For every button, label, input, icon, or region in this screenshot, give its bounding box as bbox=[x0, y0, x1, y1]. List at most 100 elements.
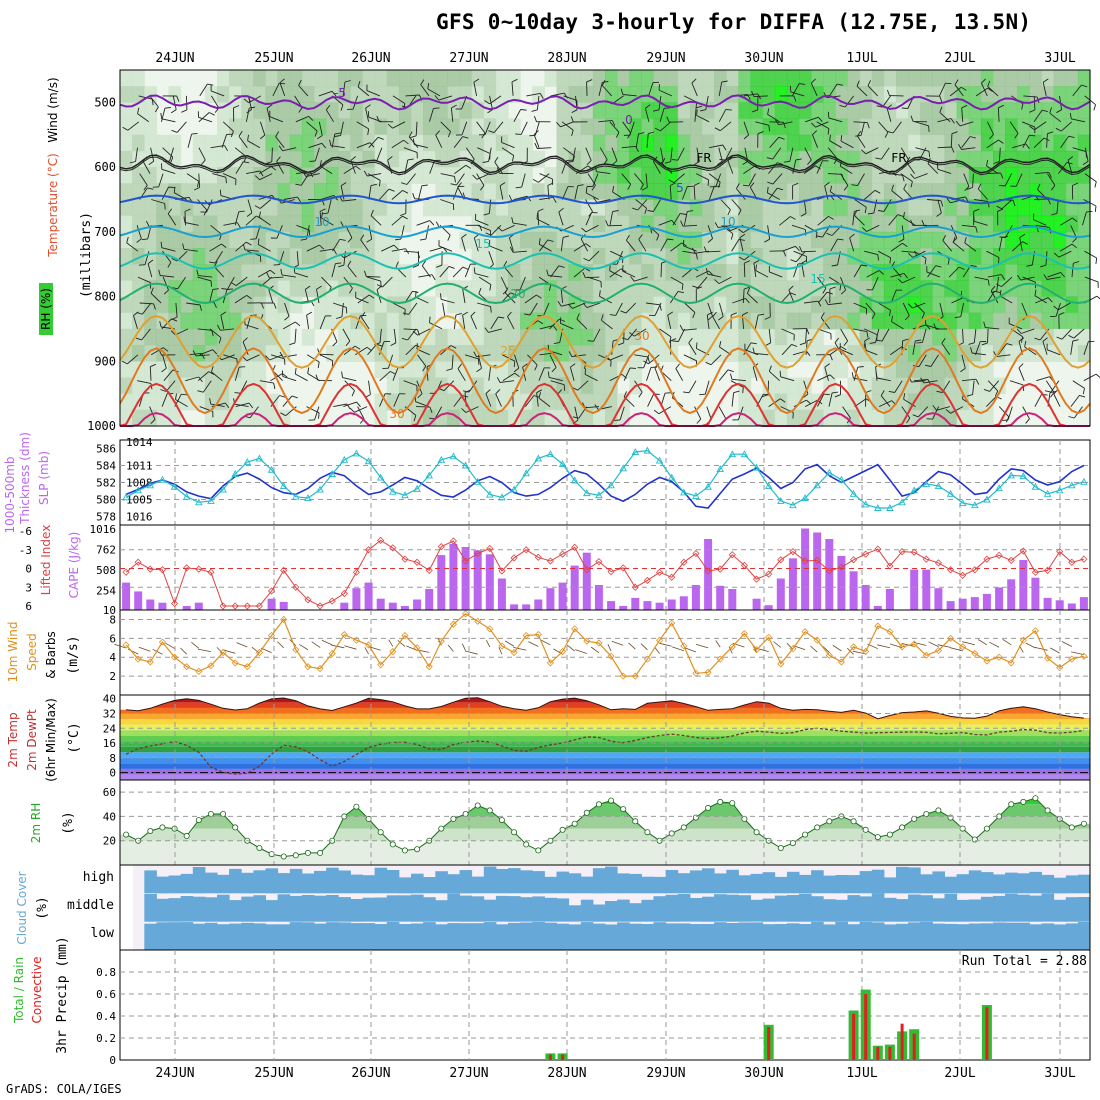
rh-cell bbox=[156, 393, 170, 411]
wind-barb-flag bbox=[691, 78, 697, 84]
slp-marker bbox=[413, 484, 421, 492]
wind-barb-flag bbox=[810, 78, 816, 84]
cloud-cell bbox=[180, 922, 194, 950]
rh-cell bbox=[908, 199, 921, 217]
wind-barb bbox=[682, 328, 697, 331]
wind-barb bbox=[653, 199, 661, 212]
slp-marker bbox=[461, 461, 470, 469]
rh-cell bbox=[483, 312, 497, 330]
wind-barb bbox=[539, 325, 554, 330]
wind-barb-flag bbox=[1043, 274, 1048, 280]
wind-barb bbox=[1046, 349, 1061, 356]
wind-barb bbox=[1083, 341, 1089, 355]
rh-cell bbox=[520, 199, 533, 217]
wind-barb bbox=[840, 165, 853, 174]
rh-cell bbox=[968, 86, 982, 103]
wind-barb-flag bbox=[668, 179, 675, 184]
wind-barb-flag bbox=[203, 209, 208, 216]
wind-barb-flag bbox=[743, 134, 749, 140]
rh-cell bbox=[447, 296, 461, 314]
rh-cell bbox=[629, 118, 642, 136]
cape-bar bbox=[970, 597, 979, 610]
rh-cell bbox=[883, 86, 897, 103]
wind-barb-flag bbox=[297, 196, 302, 203]
wind-barb-flag bbox=[667, 311, 674, 316]
rh-cell bbox=[423, 118, 436, 136]
li-marker bbox=[267, 587, 276, 595]
rh-cell bbox=[811, 183, 824, 201]
temp-panel bbox=[120, 695, 1090, 780]
wind-barb-flag bbox=[585, 243, 591, 248]
rh-cell bbox=[835, 134, 849, 152]
cloud-cell bbox=[447, 923, 460, 950]
rh-cell bbox=[386, 377, 400, 395]
wind-barb-flag bbox=[994, 390, 999, 397]
rh-cell bbox=[932, 328, 946, 346]
wind-barb-flag bbox=[220, 311, 227, 316]
rh-cell bbox=[847, 118, 861, 136]
wind-barb-flag bbox=[1095, 373, 1100, 378]
wind-barb-flag bbox=[305, 285, 311, 290]
cloud-cell bbox=[629, 873, 642, 894]
cloud-cell bbox=[277, 924, 291, 950]
rh-cell bbox=[144, 296, 157, 314]
wind-barb bbox=[158, 173, 164, 188]
rh-cell bbox=[629, 215, 642, 233]
wind-barb bbox=[211, 95, 220, 109]
rh-cell bbox=[920, 134, 933, 152]
rh-cell bbox=[326, 183, 339, 201]
wind-barb bbox=[501, 141, 515, 149]
wind-barb-flag bbox=[567, 303, 573, 309]
wind-barb bbox=[950, 406, 964, 414]
wind-barb-flag bbox=[250, 238, 257, 240]
rh-cell bbox=[920, 118, 933, 136]
rh-marker bbox=[777, 845, 784, 852]
cloud-cell bbox=[823, 924, 836, 950]
rh-cell bbox=[1005, 70, 1018, 87]
rh-cell bbox=[920, 199, 933, 217]
rh-cell bbox=[156, 199, 170, 217]
temp-tick: 24 bbox=[103, 722, 117, 735]
cape-bar bbox=[582, 552, 591, 610]
wind-barb-flag bbox=[766, 186, 769, 193]
rh-cell bbox=[702, 118, 715, 136]
rh-cell bbox=[144, 199, 157, 217]
rh-cell bbox=[665, 86, 679, 103]
wind-barb bbox=[139, 173, 148, 186]
rh-cell bbox=[508, 312, 521, 330]
wind-barb-flag bbox=[975, 378, 980, 385]
rh-cell bbox=[471, 361, 485, 379]
rh-cell bbox=[289, 280, 303, 298]
wind-barb-flag bbox=[932, 405, 937, 411]
rh-cell bbox=[932, 183, 946, 201]
wind-barb-flag bbox=[692, 285, 699, 289]
cloud-cell bbox=[1077, 897, 1091, 922]
rh-cell bbox=[265, 231, 279, 249]
rh-cell bbox=[241, 167, 254, 184]
wind-barb bbox=[964, 242, 977, 252]
rh-cell bbox=[338, 134, 351, 152]
wind-barb-flag bbox=[975, 226, 978, 233]
cloud-cell bbox=[544, 922, 557, 950]
slp-marker bbox=[716, 465, 724, 472]
wind-barb-flag bbox=[572, 416, 579, 419]
rh-cell bbox=[120, 215, 133, 233]
wind-barb-flag bbox=[977, 183, 982, 190]
rh-cell bbox=[932, 215, 946, 233]
wind-barb-flag bbox=[408, 131, 413, 138]
rh-marker bbox=[1068, 824, 1075, 831]
rh-cell bbox=[495, 409, 509, 427]
wind-barb bbox=[853, 328, 867, 333]
cape-tick: 508 bbox=[96, 564, 116, 577]
rh-cell bbox=[338, 345, 351, 362]
rh-cell bbox=[435, 150, 448, 168]
wind-barb-flag bbox=[818, 116, 823, 122]
wind-barb-flag bbox=[376, 284, 383, 288]
rh-cell bbox=[835, 361, 849, 379]
wind-barb-flag bbox=[389, 370, 396, 375]
wind-barb-flag bbox=[1018, 337, 1025, 342]
wind-barb bbox=[939, 302, 944, 317]
wind-barb-flag bbox=[295, 321, 301, 327]
wind-barb-flag bbox=[750, 342, 757, 345]
wind-barb-flag bbox=[217, 324, 221, 331]
